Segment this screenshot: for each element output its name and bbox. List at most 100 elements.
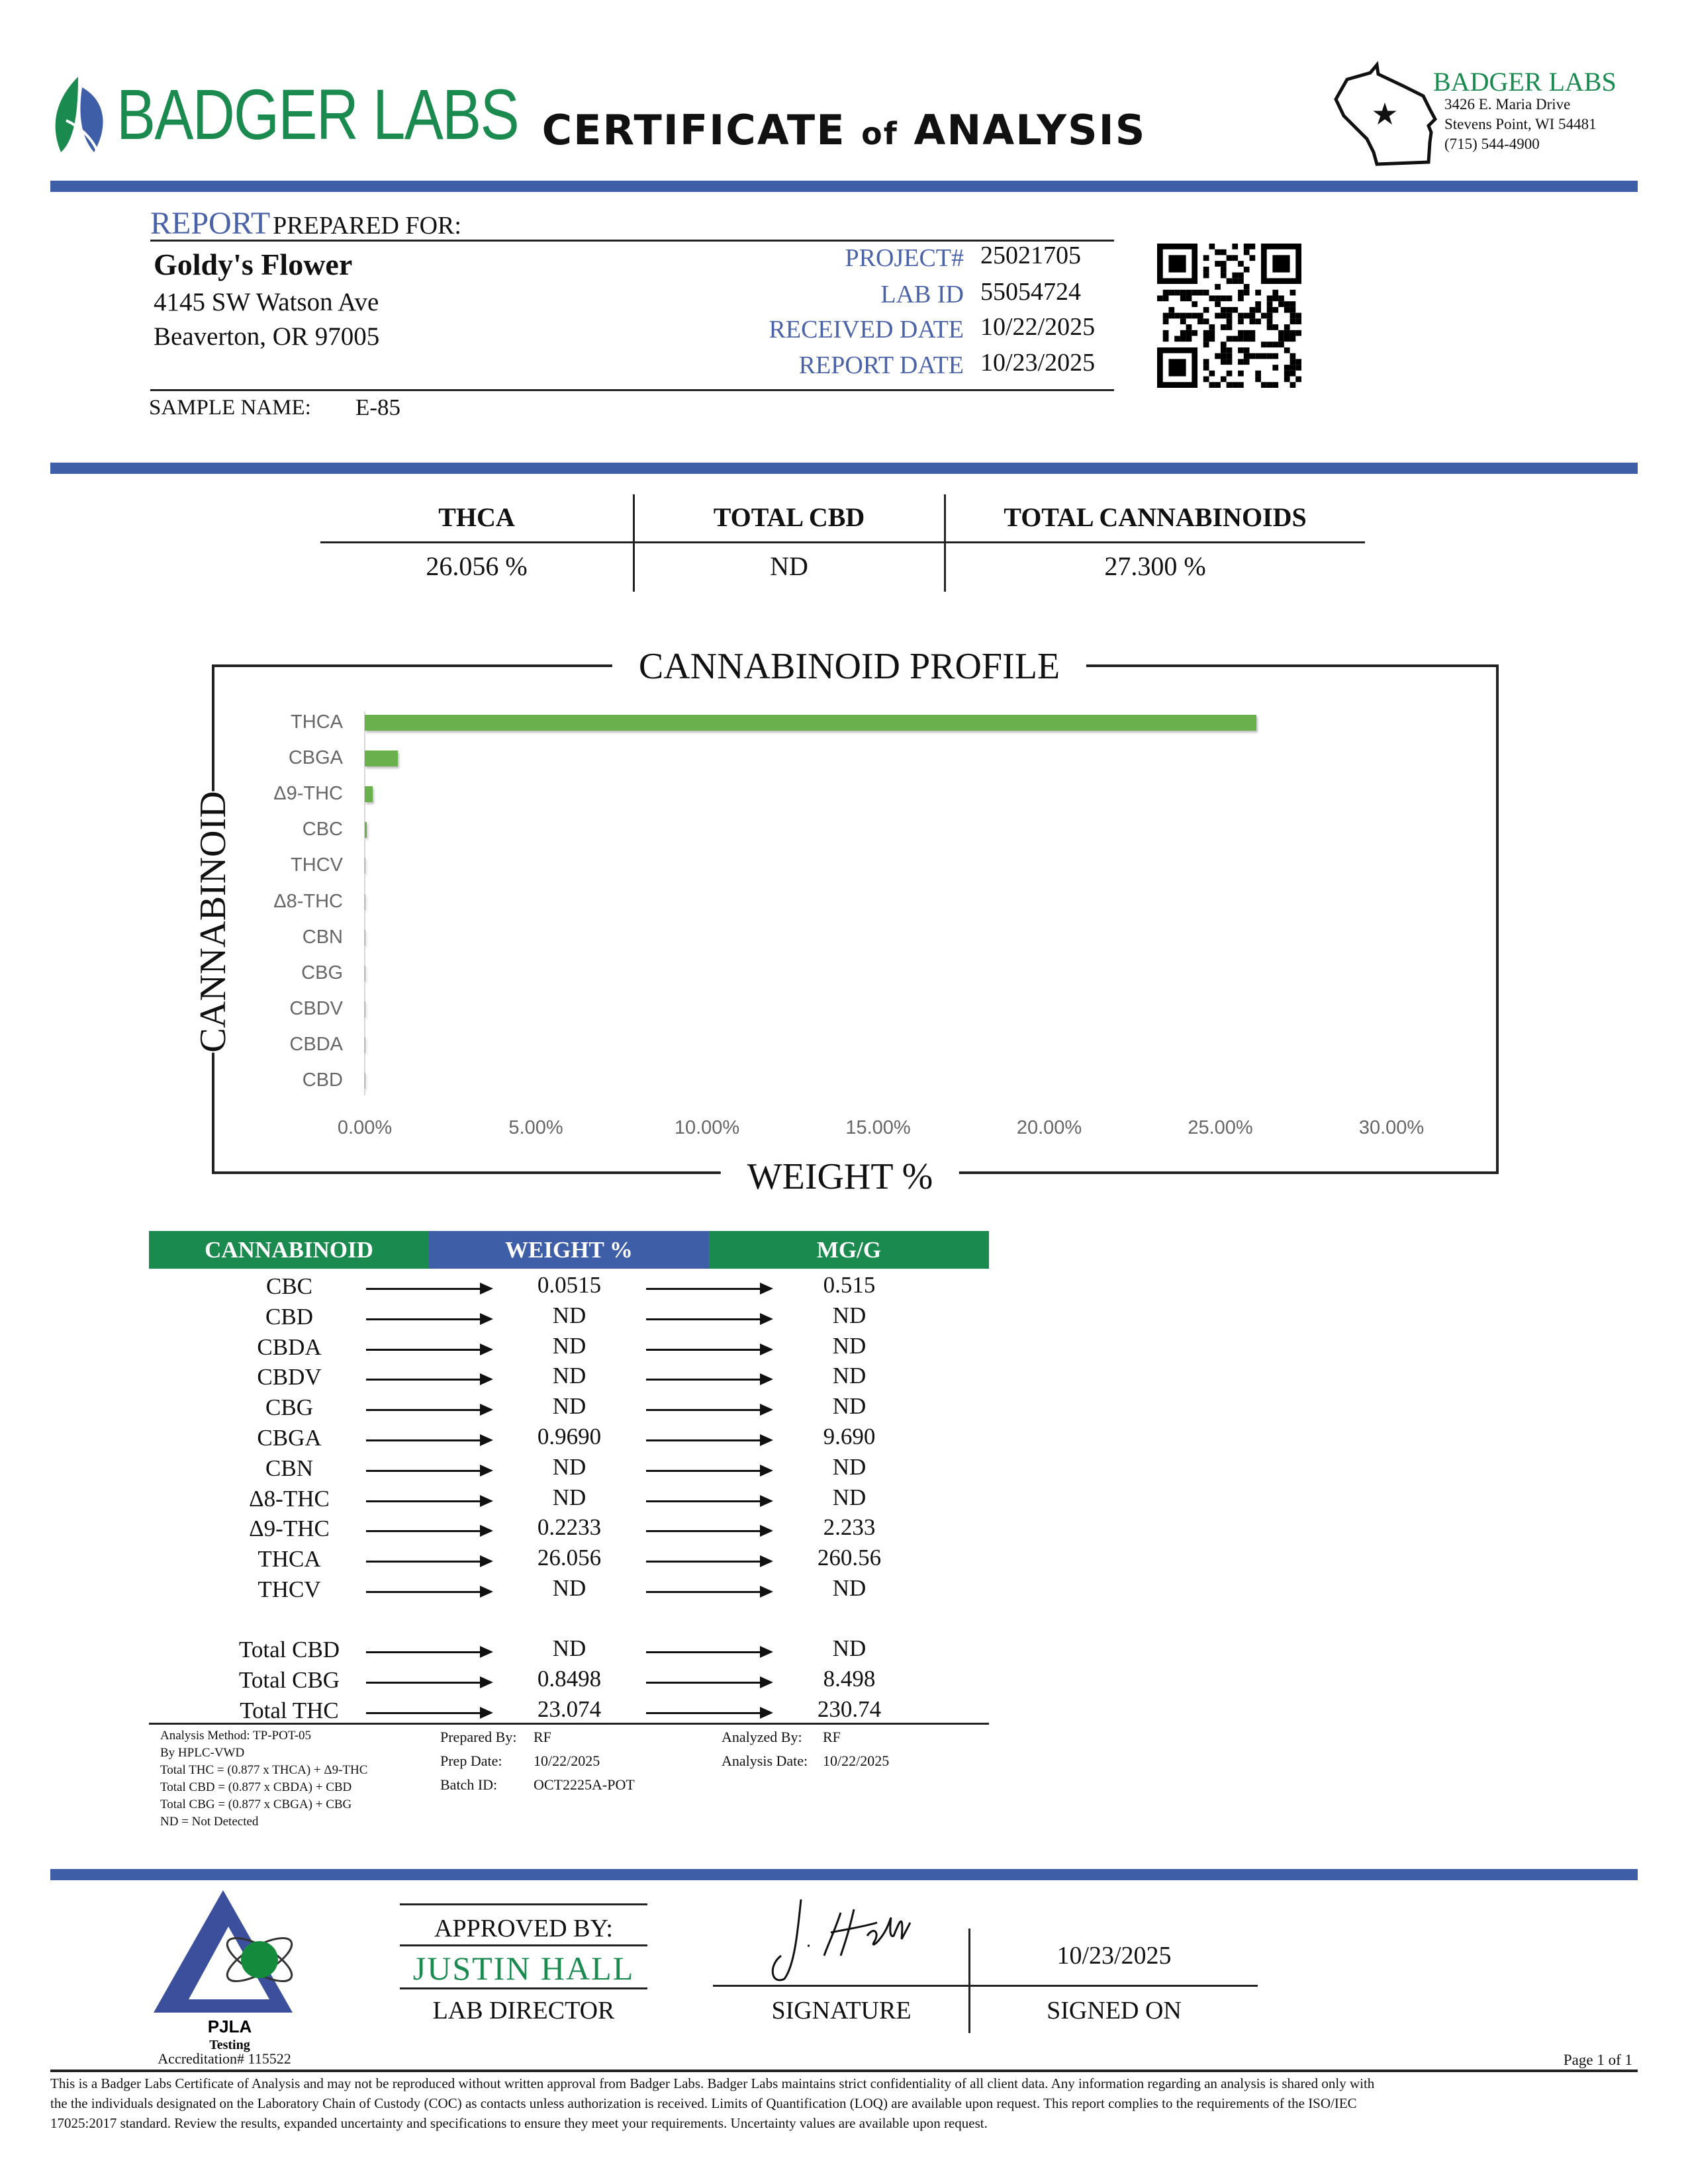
signed-date: 10/23/2025 [1056, 1942, 1172, 1970]
y-tick-label: Δ9-THC [273, 783, 343, 805]
arrow-icon [646, 1676, 773, 1688]
y-tick-label: CBN [302, 926, 343, 948]
column-header-cannabinoid: CANNABINOID [149, 1231, 429, 1269]
chart-y-label: CANNABINOID [179, 791, 248, 1053]
divider [150, 389, 1114, 391]
divider [400, 1944, 647, 1946]
signature-label: SIGNATURE [771, 1997, 912, 2025]
arrow-icon [366, 1464, 493, 1477]
arrow-icon [366, 1676, 493, 1688]
arrow-icon [366, 1343, 493, 1355]
arrow-icon [366, 1404, 493, 1416]
accreditation-number: Accreditation# 115522 [158, 2050, 291, 2067]
y-tick-label: CBC [302, 819, 343, 841]
y-tick-label: CBDV [289, 997, 343, 1019]
disclaimer-line: the the individuals designated on the La… [50, 2095, 1357, 2111]
report-field-value: 25021705 [980, 242, 1081, 269]
svg-text:Testing: Testing [209, 2038, 250, 2052]
prep-value: RF [534, 1729, 551, 1745]
prepared-for-label: PREPARED FOR: [273, 212, 461, 240]
divider [968, 1929, 970, 2033]
chart-frame [212, 664, 1499, 1174]
cannabinoid-name: CBN [265, 1455, 313, 1481]
document-title: CERTIFICATE of ANALYSIS [542, 106, 1147, 154]
arrow-icon [366, 1283, 493, 1295]
y-tick-label: THCA [291, 711, 343, 733]
cannabinoid-name: Δ9-THC [249, 1516, 330, 1542]
x-tick-label: 20.00% [1016, 1117, 1082, 1138]
x-tick-label: 15.00% [845, 1117, 911, 1138]
arrow-icon [366, 1494, 493, 1507]
arrow-icon [366, 1373, 493, 1386]
x-tick-label: 30.00% [1358, 1117, 1425, 1138]
mgg-value: 9.690 [823, 1424, 876, 1449]
weight-value: ND [552, 1393, 586, 1420]
sample-name-value: E-85 [355, 394, 401, 420]
cannabinoid-name: CBC [265, 1273, 313, 1299]
arrow-icon [366, 1646, 493, 1658]
divider [713, 1985, 1258, 1987]
bar-CBGA [365, 751, 399, 767]
svg-text:★: ★ [1371, 97, 1398, 131]
report-label: REPORT [150, 206, 271, 241]
mgg-value: ND [832, 1363, 867, 1389]
svg-text:PJLA: PJLA [208, 2017, 252, 2036]
method-note: By HPLC-VWD [160, 1746, 245, 1760]
weight-value: ND [552, 1332, 586, 1359]
arrow-icon [366, 1434, 493, 1446]
method-note: Analysis Method: TP-POT-05 [160, 1729, 312, 1743]
divider [149, 1723, 989, 1725]
disclaimer-line: 17025:2017 standard. Review the results,… [50, 2115, 988, 2131]
prep-value: OCT2225A-POT [534, 1776, 635, 1793]
divider [400, 1903, 647, 1905]
y-tick-label: CBG [301, 962, 343, 983]
cannabinoid-name: CBGA [257, 1425, 322, 1451]
arrow-icon [646, 1404, 773, 1416]
x-tick-label: 25.00% [1188, 1117, 1253, 1138]
report-field-label: REPORT DATE [798, 351, 964, 379]
qr-code-icon [1157, 244, 1301, 388]
mgg-value: ND [832, 1453, 867, 1480]
disclaimer-line: This is a Badger Labs Certificate of Ana… [50, 2075, 1375, 2091]
signature-image [771, 1899, 912, 1981]
mgg-value: ND [832, 1393, 867, 1420]
prep-label: Prep Date: [440, 1752, 502, 1769]
arrow-icon [646, 1464, 773, 1477]
cannabinoid-name: CBG [265, 1394, 313, 1421]
arrow-icon [366, 1706, 493, 1719]
weight-value: ND [552, 1363, 586, 1389]
header-divider [50, 181, 1638, 192]
mgg-value: ND [832, 1484, 867, 1510]
lab-address-line1: 3426 E. Maria Drive [1444, 96, 1571, 113]
arrow-icon [646, 1646, 773, 1658]
weight-value: ND [552, 1484, 586, 1510]
summary-value: 27.300 % [1104, 551, 1206, 581]
y-tick-label: Δ8-THC [273, 890, 343, 912]
client-city: Beaverton, OR 97005 [154, 322, 380, 351]
page-number: Page 1 of 1 [1563, 2052, 1632, 2068]
analysis-label: Analysis Date: [722, 1752, 808, 1769]
x-tick-label: 5.00% [508, 1117, 563, 1138]
arrow-icon [646, 1434, 773, 1446]
mgg-value: 8.498 [823, 1665, 876, 1692]
arrow-icon [366, 1555, 493, 1568]
y-tick-label: CBGA [288, 747, 343, 769]
cannabinoid-name: THCA [258, 1546, 321, 1572]
summary-value: ND [770, 551, 808, 581]
divider [944, 494, 946, 592]
method-note: Total CBD = (0.877 x CBDA) + CBD [160, 1780, 352, 1794]
report-field-label: RECEIVED DATE [769, 316, 964, 343]
arrow-icon [366, 1312, 493, 1325]
arrow-icon [646, 1586, 773, 1598]
mgg-value: ND [832, 1302, 867, 1328]
mgg-value: 2.233 [823, 1514, 876, 1541]
weight-value: ND [552, 1453, 586, 1480]
arrow-icon [646, 1494, 773, 1507]
section-divider [50, 463, 1638, 474]
report-field-value: 10/23/2025 [980, 349, 1096, 377]
cannabinoid-name: CBDV [257, 1364, 322, 1390]
client-name: Goldy's Flower [154, 248, 353, 281]
weight-value: ND [552, 1635, 586, 1661]
approved-by-label: APPROVED BY: [434, 1915, 613, 1942]
bar-THCA [365, 715, 1257, 731]
